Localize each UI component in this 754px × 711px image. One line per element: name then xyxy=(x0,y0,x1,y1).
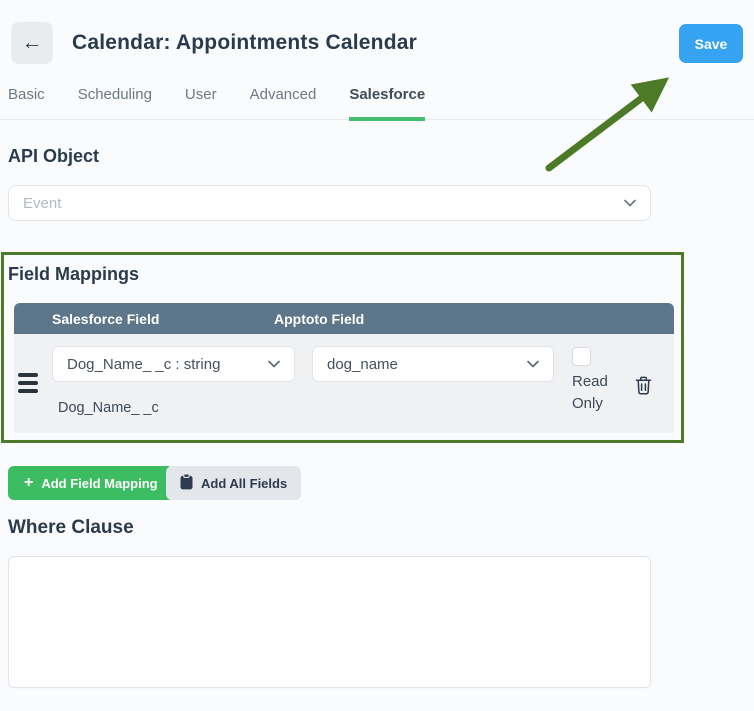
api-object-select[interactable]: Event xyxy=(8,185,651,221)
salesforce-field-sublabel: Dog_Name_ _c xyxy=(58,400,159,416)
chevron-down-icon xyxy=(268,355,280,373)
add-all-fields-button[interactable]: Add All Fields xyxy=(166,466,302,500)
salesforce-field-value: Dog_Name_ _c : string xyxy=(67,355,221,373)
apptoto-field-select[interactable]: dog_name xyxy=(312,346,554,382)
tab-scheduling[interactable]: Scheduling xyxy=(77,86,152,103)
field-mapping-row: Dog_Name_ _c : string dog_name Read Only xyxy=(14,334,674,433)
column-header-salesforce-field: Salesforce Field xyxy=(52,310,160,327)
chevron-down-icon xyxy=(624,194,636,212)
add-all-fields-label: Add All Fields xyxy=(201,475,288,491)
field-mappings-heading: Field Mappings xyxy=(8,264,140,284)
column-header-apptoto-field: Apptoto Field xyxy=(274,310,365,327)
salesforce-field-select[interactable]: Dog_Name_ _c : string xyxy=(52,346,295,382)
plus-icon: + xyxy=(24,474,34,491)
add-field-mapping-button[interactable]: + Add Field Mapping xyxy=(8,466,174,500)
field-mappings-table-header: Salesforce Field Apptoto Field xyxy=(14,303,674,334)
delete-mapping-button[interactable] xyxy=(632,373,655,401)
tab-bar: Basic Scheduling User Advanced Salesforc… xyxy=(0,86,754,121)
tab-salesforce[interactable]: Salesforce xyxy=(349,86,426,121)
tab-user[interactable]: User xyxy=(184,86,217,103)
apptoto-field-value: dog_name xyxy=(327,355,398,373)
trash-icon xyxy=(634,376,653,399)
where-clause-input[interactable] xyxy=(8,556,651,688)
back-arrow-icon: ← xyxy=(21,31,43,54)
page-title: Calendar: Appointments Calendar xyxy=(72,31,417,54)
where-clause-heading: Where Clause xyxy=(8,517,134,538)
chevron-down-icon xyxy=(527,355,539,373)
tab-basic[interactable]: Basic xyxy=(8,86,45,103)
clipboard-icon xyxy=(180,472,193,493)
field-mappings-table: Salesforce Field Apptoto Field Dog_Name_… xyxy=(14,303,674,446)
api-object-value: Event xyxy=(23,194,62,212)
tab-advanced[interactable]: Advanced xyxy=(249,86,317,103)
read-only-checkbox[interactable] xyxy=(572,347,591,366)
read-only-label: Read Only xyxy=(572,373,608,412)
back-button[interactable]: ← xyxy=(11,22,53,64)
save-button[interactable]: Save xyxy=(679,24,743,63)
add-field-mapping-label: Add Field Mapping xyxy=(41,475,158,491)
drag-handle-icon[interactable] xyxy=(18,373,38,397)
field-mappings-table-footer xyxy=(14,433,674,446)
api-object-heading: API Object xyxy=(8,146,100,166)
